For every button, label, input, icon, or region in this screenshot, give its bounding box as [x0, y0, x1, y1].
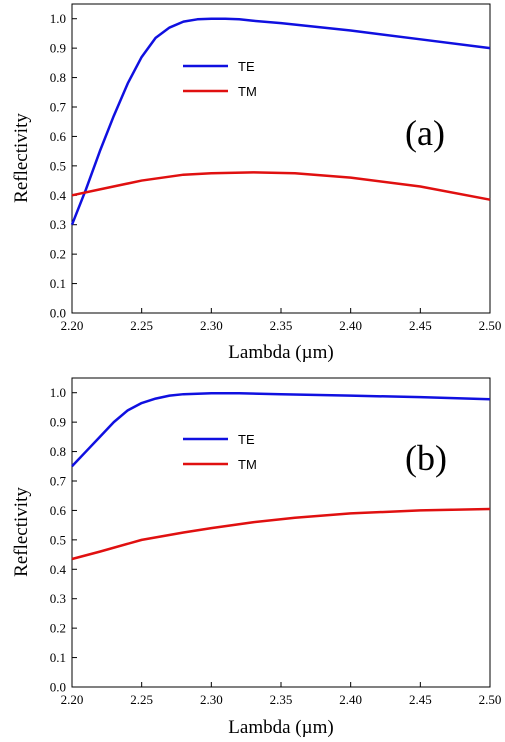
series-lines	[70, 17, 491, 226]
x-ticks: 2.20 2.25 2.30 2.35 2.40 2.45 2.50	[61, 308, 502, 333]
chart-panel-a: 0.00.10.20.30.40.50.60.70.80.91.0 2.20 2.…	[11, 3, 502, 363]
panel-label-b: (b)	[405, 438, 447, 478]
chart-panel-b: 0.00.10.20.30.40.50.60.70.80.91.0 2.20 2.…	[11, 377, 502, 738]
x-axis-label: Lambda (µm)	[228, 717, 333, 738]
x-tick-label: 2.40	[339, 692, 362, 707]
y-tick-label: 0.5	[50, 532, 66, 547]
y-tick-label: 0.1	[50, 650, 66, 665]
legend-label-tm: TM	[238, 457, 257, 472]
y-tick-label: 0.0	[50, 306, 66, 321]
series-line-tm	[71, 171, 491, 201]
plot-frame	[71, 3, 491, 314]
x-tick-label: 2.45	[409, 318, 432, 333]
y-ticks: 0.0 0.1 0.2 0.3 0.4 0.5 0.6 0.7 0.8 0.9 1.0	[50, 11, 77, 321]
x-tick-label: 2.40	[339, 318, 362, 333]
y-tick-label: 0.9	[50, 415, 66, 430]
y-tick-label: 0.8	[50, 444, 66, 459]
y-axis-label: Reflectivity	[11, 487, 32, 577]
series-line-te	[71, 392, 491, 468]
x-tick-label: 2.50	[479, 318, 502, 333]
x-tick-label: 2.30	[200, 692, 223, 707]
x-tick-label: 2.30	[200, 318, 223, 333]
y-tick-label: 1.0	[50, 11, 66, 26]
y-ticks: 0.0 0.1 0.2 0.3 0.4 0.5 0.6 0.7 0.8 0.9 1.0	[50, 385, 77, 695]
series-line-tm	[71, 507, 491, 561]
x-tick-label: 2.35	[270, 692, 293, 707]
legend: TE TM	[183, 432, 257, 472]
legend-label-te: TE	[238, 432, 255, 447]
x-ticks: 2.20 2.25 2.30 2.35 2.40 2.45 2.50	[61, 682, 502, 707]
y-tick-label: 0.2	[50, 247, 66, 262]
y-tick-label: 0.2	[50, 621, 66, 636]
legend: TE TM	[183, 59, 257, 99]
y-tick-label: 0.0	[50, 680, 66, 695]
y-tick-label: 0.4	[50, 188, 67, 203]
x-tick-label: 2.20	[61, 692, 84, 707]
y-axis-label: Reflectivity	[11, 113, 32, 203]
x-tick-label: 2.35	[270, 318, 293, 333]
legend-label-te: TE	[238, 59, 255, 74]
plot-frame	[71, 377, 491, 688]
y-tick-label: 0.4	[50, 562, 67, 577]
x-tick-label: 2.25	[130, 318, 153, 333]
y-tick-label: 0.8	[50, 70, 66, 85]
y-tick-label: 0.5	[50, 158, 66, 173]
x-tick-label: 2.25	[130, 692, 153, 707]
x-tick-label: 2.45	[409, 692, 432, 707]
x-tick-label: 2.50	[479, 692, 502, 707]
y-tick-label: 0.6	[50, 503, 67, 518]
legend-label-tm: TM	[238, 84, 257, 99]
y-tick-label: 0.3	[50, 591, 66, 606]
y-tick-label: 0.1	[50, 276, 66, 291]
y-tick-label: 0.9	[50, 41, 66, 56]
y-tick-label: 1.0	[50, 385, 66, 400]
x-axis-label: Lambda (µm)	[228, 342, 333, 363]
panel-label-a: (a)	[405, 113, 445, 153]
x-tick-label: 2.20	[61, 318, 84, 333]
series-line-te	[70, 17, 491, 226]
y-tick-label: 0.3	[50, 217, 66, 232]
y-tick-label: 0.6	[50, 129, 67, 144]
y-tick-label: 0.7	[50, 100, 67, 115]
series-lines	[71, 392, 491, 561]
y-tick-label: 0.7	[50, 474, 67, 489]
